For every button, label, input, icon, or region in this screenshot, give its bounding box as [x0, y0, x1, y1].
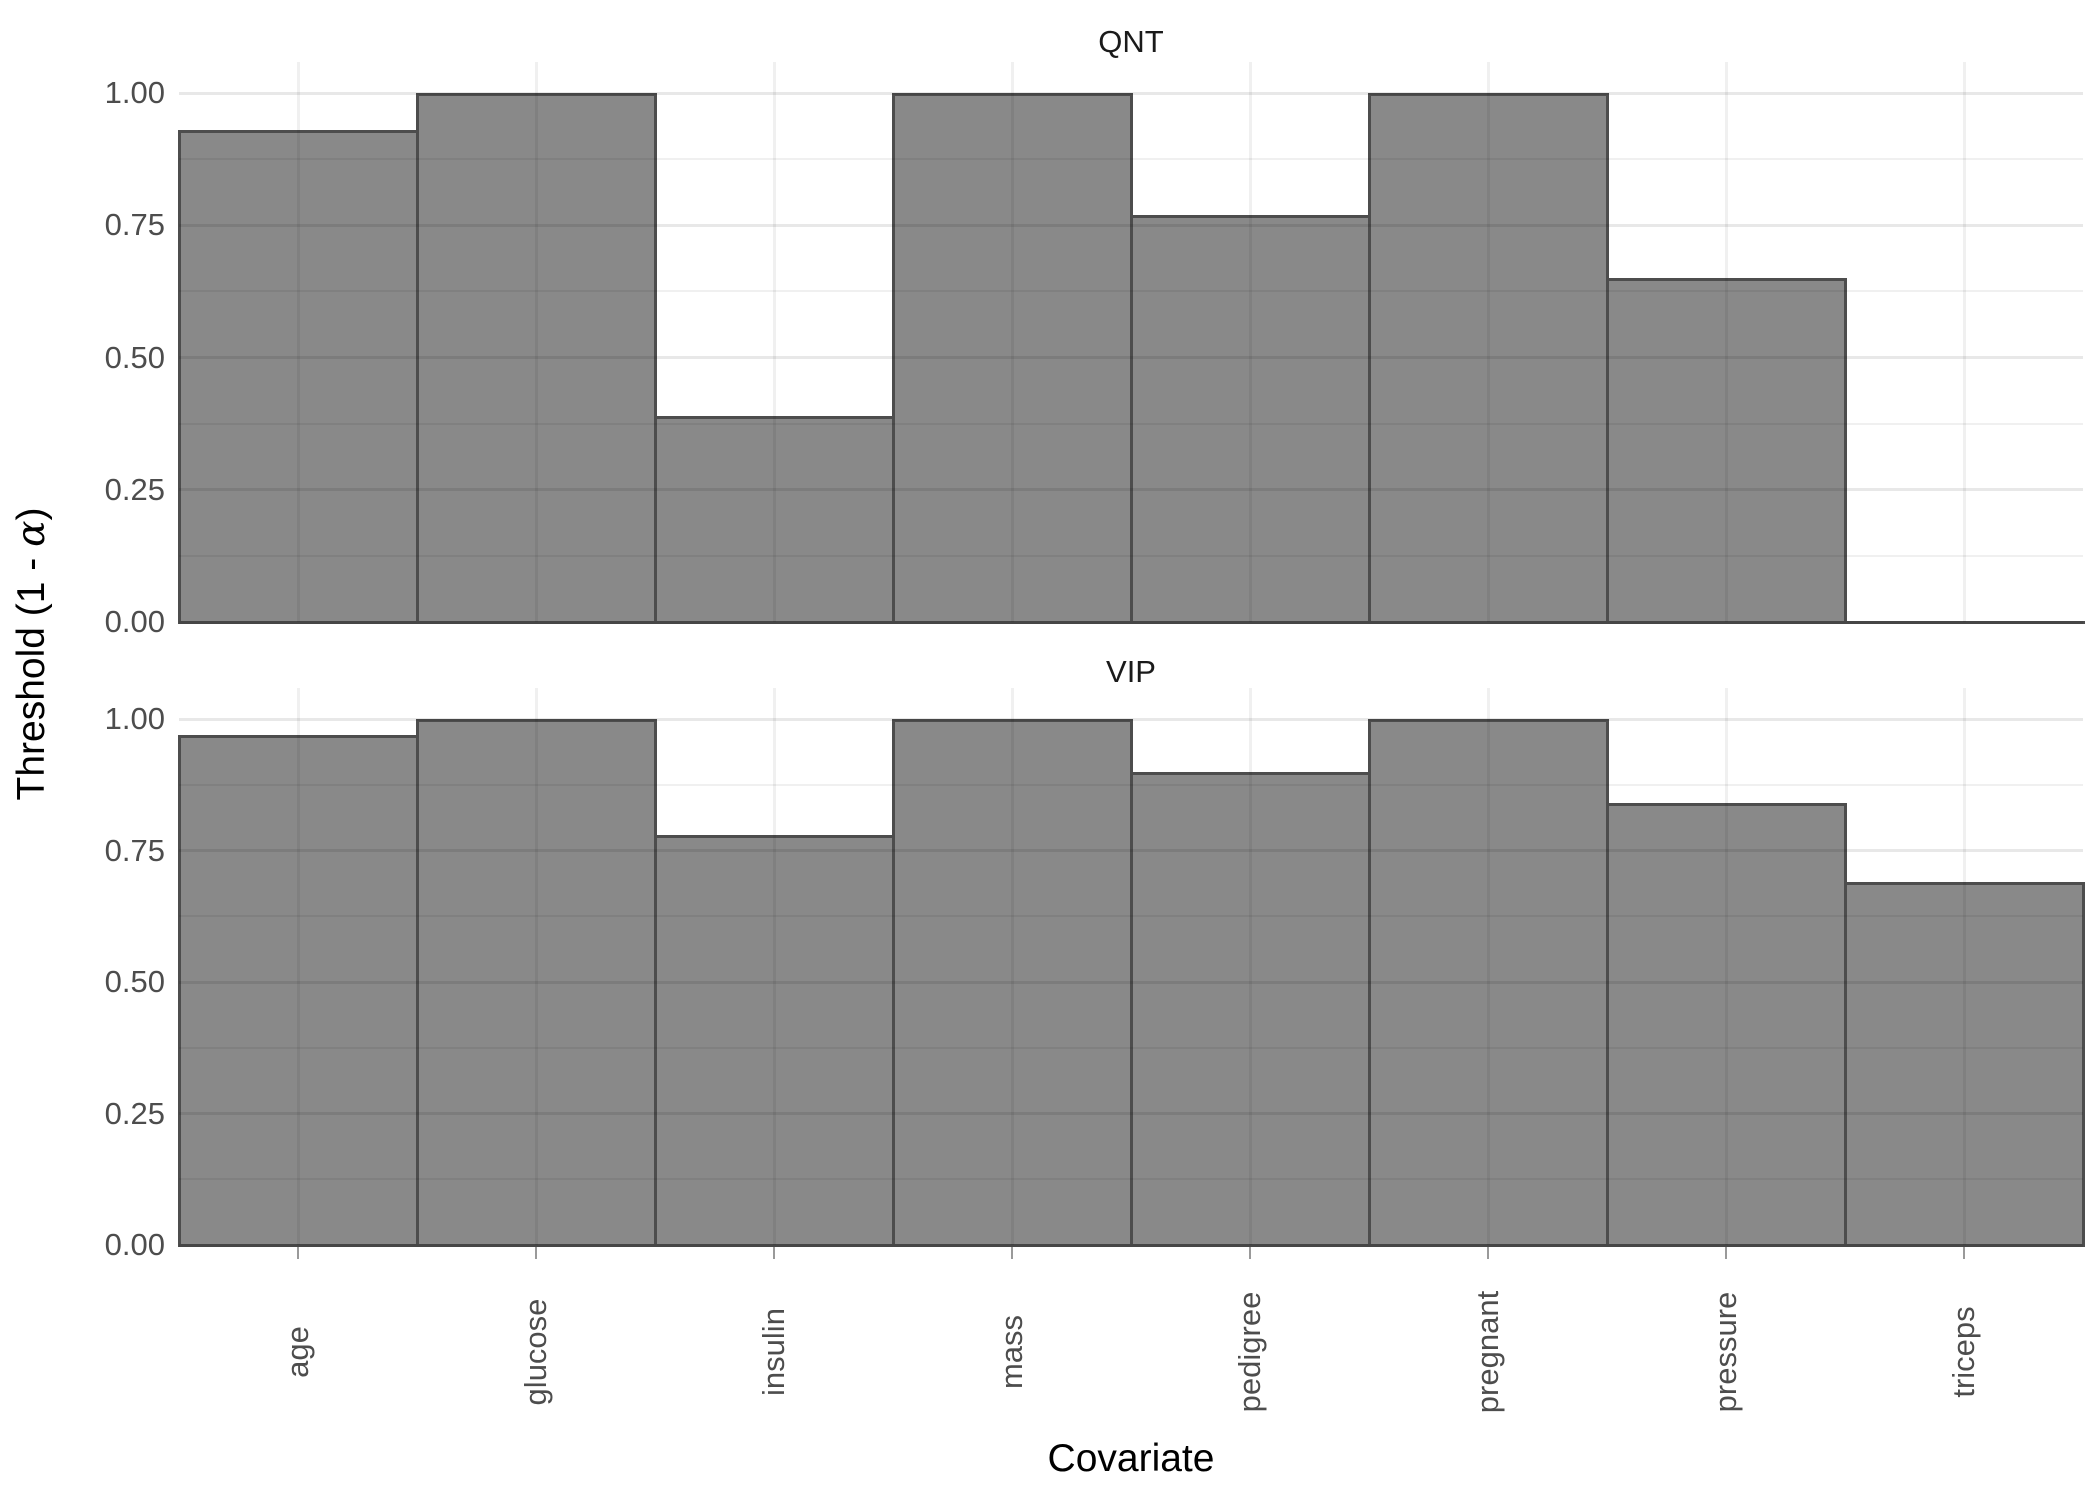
- bar-vip-insulin: [653, 834, 895, 1247]
- x-tick-label-age: age: [280, 1326, 315, 1378]
- x-tick-mark: [1487, 1247, 1489, 1259]
- bar-vip-age: [177, 734, 419, 1247]
- bar-qnt-pregnant: [1367, 93, 1609, 624]
- bar-vip-glucose: [415, 719, 657, 1247]
- x-tick-mark: [535, 1247, 537, 1259]
- x-tick-mark: [1963, 1247, 1965, 1259]
- x-axis-title: Covariate: [1047, 1437, 1215, 1480]
- y-tick-label: 0.50: [104, 964, 165, 999]
- facet-panel-vip: [177, 688, 2085, 1247]
- alpha-symbol: α: [9, 520, 54, 547]
- bar-qnt-glucose: [415, 93, 657, 624]
- y-tick-label: 1.00: [104, 75, 165, 110]
- bar-qnt-insulin: [653, 415, 895, 624]
- x-tick-label-pressure: pressure: [1708, 1291, 1743, 1413]
- gridline-major-vertical: [1962, 62, 1966, 622]
- y-tick-label: 0.50: [104, 339, 165, 375]
- y-tick-label: 0.75: [104, 207, 165, 243]
- y-tick-label: 0.25: [104, 1095, 165, 1131]
- x-tick-mark: [1249, 1247, 1251, 1259]
- bar-vip-pedigree: [1129, 771, 1371, 1247]
- y-tick-label: 0.75: [104, 832, 165, 868]
- x-tick-mark: [1011, 1247, 1013, 1259]
- bar-vip-pressure: [1605, 803, 1847, 1247]
- x-tick-label-triceps: triceps: [1946, 1306, 1981, 1398]
- y-axis-title: Threshold (1 - α): [9, 344, 55, 964]
- x-tick-label-mass: mass: [994, 1314, 1029, 1390]
- y-tick-label: 0.00: [104, 604, 165, 639]
- x-tick-label-pregnant: pregnant: [1470, 1290, 1505, 1414]
- facet-title-vip: VIP: [1106, 654, 1156, 689]
- y-tick-label: 0.00: [104, 1227, 165, 1262]
- x-tick-label-glucose: glucose: [518, 1298, 553, 1406]
- x-tick-mark: [297, 1247, 299, 1259]
- bar-qnt-mass: [891, 93, 1133, 624]
- y-tick-label: 1.00: [104, 701, 165, 736]
- y-axis-title-suffix: ): [10, 507, 53, 521]
- x-tick-mark: [773, 1247, 775, 1259]
- x-tick-label-insulin: insulin: [756, 1308, 791, 1396]
- y-axis-title-prefix: Threshold (1 -: [10, 546, 53, 801]
- bar-qnt-pedigree: [1129, 214, 1371, 624]
- bar-vip-triceps: [1843, 882, 2085, 1247]
- facet-panel-qnt: [177, 62, 2085, 624]
- bar-vip-mass: [891, 719, 1133, 1247]
- bar-qnt-age: [177, 130, 419, 624]
- bar-vip-pregnant: [1367, 719, 1609, 1247]
- x-tick-mark: [1725, 1247, 1727, 1259]
- y-tick-label: 0.25: [104, 471, 165, 507]
- bar-qnt-pressure: [1605, 278, 1847, 624]
- x-tick-label-pedigree: pedigree: [1232, 1291, 1267, 1413]
- bar-qnt-triceps: [1843, 620, 2085, 624]
- facet-title-qnt: QNT: [1098, 24, 1164, 59]
